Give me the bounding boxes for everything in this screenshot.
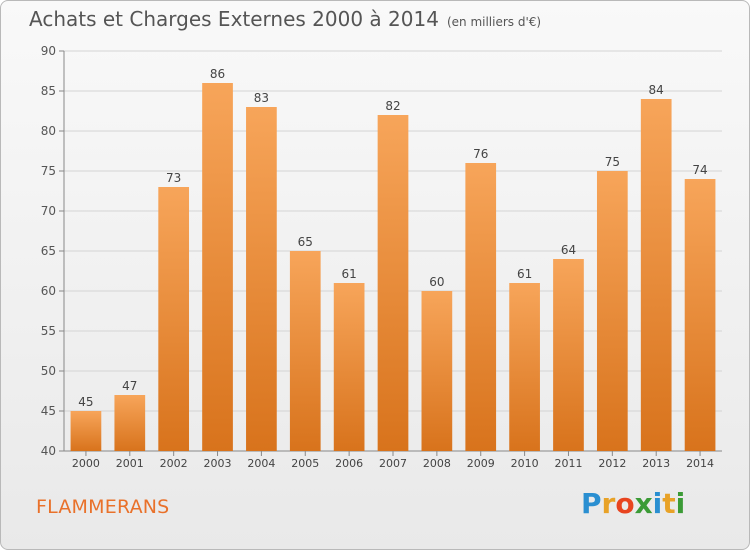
bar [70,411,102,451]
commune-name: FLAMMERANS [36,496,170,518]
chart-title: Achats et Charges Externes 2000 à 2014 (e… [29,7,541,31]
y-tick-label: 90 [41,44,56,58]
logo-letter: P [581,487,602,520]
x-tick-label: 2000 [72,457,100,470]
data-label: 65 [298,235,313,249]
logo-letter: r [601,487,616,520]
y-tick-label: 80 [41,124,56,138]
y-tick-labels: 40 45 50 55 60 65 70 75 80 85 90 [41,44,56,458]
x-tick-label: 2009 [467,457,495,470]
proxiti-logo: Proxiti [581,487,685,520]
bar [158,187,190,451]
logo-letter: t [662,487,676,520]
data-label: 74 [692,163,707,177]
bar [684,179,716,451]
x-tick-label: 2005 [291,457,319,470]
y-tick-label: 45 [41,404,56,418]
x-tick-label: 2008 [423,457,451,470]
bar [246,107,277,451]
data-label: 75 [605,155,620,169]
data-label: 45 [78,395,93,409]
x-tick-label: 2010 [511,457,539,470]
y-tick-label: 65 [41,244,56,258]
y-tick-label: 85 [41,84,56,98]
data-label: 61 [341,267,356,281]
bar [377,115,409,451]
bar [289,251,321,451]
bar [509,283,540,451]
title-text: Achats et Charges Externes 2000 à 2014 [29,7,439,31]
logo-letter: i [652,487,663,520]
bars [70,83,716,451]
x-tick-labels: 2000 2001 2002 2003 2004 2005 2006 2007 2008 2009… [72,451,714,470]
x-tick-label: 2012 [598,457,626,470]
bar [640,99,672,451]
logo-letter: i [675,487,686,520]
x-tick-label: 2011 [554,457,582,470]
data-label: 47 [122,379,137,393]
data-label: 61 [517,267,532,281]
logo-letter: x [634,487,653,520]
y-tick-label: 60 [41,284,56,298]
x-tick-label: 2003 [204,457,232,470]
bar [421,291,453,451]
y-tick-label: 70 [41,204,56,218]
x-tick-label: 2007 [379,457,407,470]
bar [596,171,628,451]
data-label: 83 [254,91,269,105]
y-tick-label: 40 [41,444,56,458]
x-tick-label: 2004 [247,457,275,470]
data-label: 82 [385,99,400,113]
y-tick-label: 55 [41,324,56,338]
chart-subtitle: (en milliers d'€) [446,15,542,29]
data-label: 86 [210,67,225,81]
logo-letter: o [615,487,635,520]
x-tick-label: 2006 [335,457,363,470]
bar [202,83,233,451]
y-tick-label: 50 [41,364,56,378]
y-tick-label: 75 [41,164,56,178]
x-tick-label: 2013 [642,457,670,470]
x-tick-label: 2001 [116,457,144,470]
data-labels: 45 47 73 86 83 65 61 82 60 76 61 64 75 84 74 [78,67,707,409]
data-label: 84 [649,83,664,97]
bar [333,283,365,451]
x-tick-label: 2014 [686,457,714,470]
x-tick-label: 2002 [160,457,188,470]
data-label: 76 [473,147,488,161]
bar [465,163,497,451]
data-label: 64 [561,243,576,257]
bar [114,395,146,451]
data-label: 60 [429,275,444,289]
bar [553,259,584,451]
data-label: 73 [166,171,181,185]
